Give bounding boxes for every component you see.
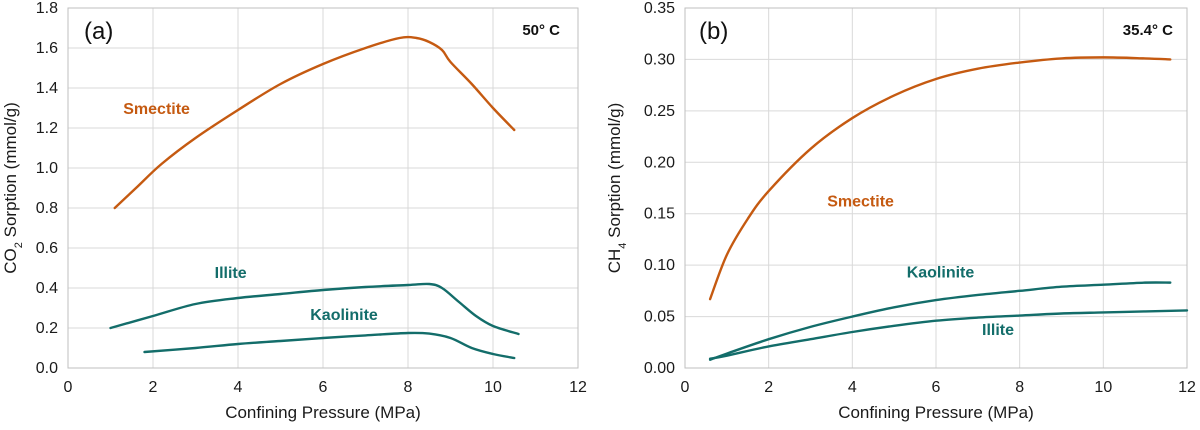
y-tick-label: 0.35 <box>644 0 675 17</box>
plot-frame <box>67 7 579 369</box>
y-tick-label: 0.05 <box>644 309 675 326</box>
y-tick-label: 0.6 <box>36 240 58 257</box>
x-tick-label: 8 <box>1015 379 1024 396</box>
x-axis-title: Confining Pressure (MPa) <box>225 403 421 422</box>
x-tick-label: 2 <box>764 379 773 396</box>
y-axis-title-formula: CH <box>605 249 624 274</box>
y-axis-title-formula: CO <box>1 248 20 274</box>
series-label-illite: Illite <box>215 265 247 282</box>
temperature-label: 35.4° C <box>1123 22 1173 39</box>
temperature-label: 50° C <box>522 22 560 39</box>
chart-panel-a: 0 2 4 6 8 10 12 0.0 0.2 0.4 0.6 0.8 1.0 1.2 1.4 1.6 1.8 (… <box>1 0 587 422</box>
series-label-kaolinite: Kaolinite <box>310 307 378 324</box>
series-line-smectite <box>113 35 516 210</box>
series-line-smectite <box>708 56 1172 301</box>
y-axis-title-text: Sorption (mmol/g) <box>1 102 20 242</box>
y-axis-title-subscript: 2 <box>13 242 25 248</box>
chart-panel-b: 0 2 4 6 8 10 12 0.00 0.05 0.10 0.15 0.20 0.25 0.30 0.3… <box>605 0 1196 422</box>
y-tick-label: 0.0 <box>36 360 58 377</box>
series-label-smectite: Smectite <box>123 101 190 118</box>
y-tick-label: 0.8 <box>36 200 58 217</box>
series-label-smectite: Smectite <box>827 194 894 211</box>
series-line-illite <box>708 309 1189 360</box>
y-axis-title: CO2 Sorption (mmol/g) <box>1 102 25 273</box>
series-line-illite <box>109 282 520 336</box>
y-tick-label: 1.4 <box>36 80 58 97</box>
x-tick-label: 12 <box>1178 379 1196 396</box>
x-tick-label: 4 <box>848 379 857 396</box>
y-tick-label: 0.20 <box>644 154 675 171</box>
panel-label: (a) <box>84 18 113 45</box>
series-line-kaolinite <box>143 331 516 360</box>
x-tick-label: 2 <box>149 379 158 396</box>
y-tick-label: 1.0 <box>36 160 58 177</box>
y-tick-label: 1.8 <box>36 0 58 17</box>
y-tick-label: 0.10 <box>644 257 675 274</box>
series-label-illite: Illite <box>982 322 1014 339</box>
x-tick-label: 12 <box>569 379 587 396</box>
x-tick-label: 0 <box>64 379 73 396</box>
series-label-kaolinite: Kaolinite <box>907 264 975 281</box>
y-axis-title: CH4 Sorption (mmol/g) <box>605 103 629 274</box>
y-tick-label: 0.4 <box>36 280 58 297</box>
y-tick-label: 0.25 <box>644 103 675 120</box>
panel-label: (b) <box>699 18 728 45</box>
y-axis-title-text: Sorption (mmol/g) <box>605 103 624 243</box>
y-tick-label: 0.30 <box>644 51 675 68</box>
x-tick-label: 6 <box>932 379 941 396</box>
x-tick-label: 10 <box>484 379 502 396</box>
x-tick-label: 8 <box>404 379 413 396</box>
x-tick-label: 6 <box>319 379 328 396</box>
y-tick-label: 0.2 <box>36 320 58 337</box>
y-tick-label: 1.2 <box>36 120 58 137</box>
y-tick-label: 0.00 <box>644 360 675 377</box>
x-tick-label: 0 <box>681 379 690 396</box>
y-tick-label: 0.15 <box>644 206 675 223</box>
y-axis-title-subscript: 4 <box>617 243 629 249</box>
x-tick-label: 4 <box>234 379 243 396</box>
x-tick-label: 10 <box>1094 379 1112 396</box>
plot-frame <box>684 7 1188 369</box>
x-axis-title: Confining Pressure (MPa) <box>838 403 1034 422</box>
y-tick-label: 1.6 <box>36 40 58 57</box>
series-line-kaolinite <box>708 281 1172 361</box>
